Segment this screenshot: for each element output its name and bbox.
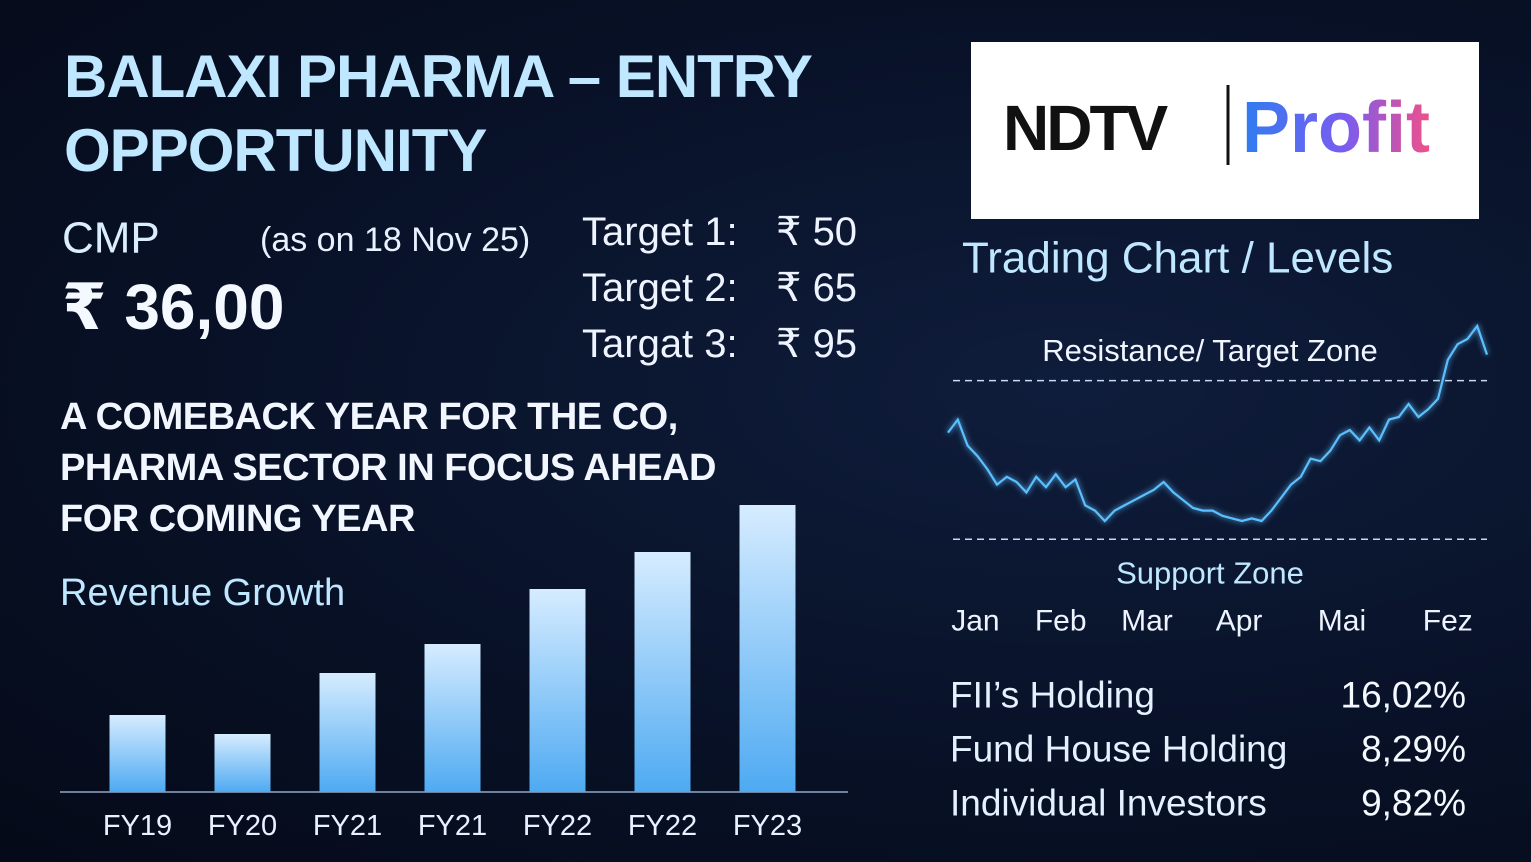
x-tick-label: Mai (1318, 605, 1366, 638)
bar (634, 552, 691, 792)
bar (424, 644, 481, 792)
headline: A COMEBACK YEAR FOR THE CO, PHARMA SECTO… (60, 396, 716, 540)
bar (529, 589, 586, 792)
holding-label: Individual Investors (950, 783, 1267, 824)
x-tick-label: Feb (1035, 605, 1087, 638)
x-tick-label: FY22 (628, 810, 697, 842)
level-label: Support Zone (1116, 556, 1304, 591)
x-tick-label: FY21 (418, 810, 487, 842)
holding-label: FII’s Holding (950, 675, 1155, 716)
bar (739, 505, 796, 792)
x-tick-label: Fez (1423, 605, 1473, 638)
target-label: Target 2: (582, 266, 738, 310)
holding-value: 9,82% (1361, 783, 1466, 824)
title: BALAXI PHARMA – ENTRY OPPORTUNITY (64, 43, 812, 184)
x-tick-label: FY23 (733, 810, 802, 842)
target-value: ₹ 50 (776, 210, 857, 254)
bar (319, 673, 376, 792)
x-tick-label: Apr (1216, 605, 1263, 638)
x-tick-label: Jan (951, 605, 999, 638)
chart-title: Trading Chart / Levels (962, 234, 1393, 283)
price-line (947, 323, 1489, 523)
x-tick-label: FY20 (208, 810, 277, 842)
cmp-date: (as on 18 Nov 25) (260, 221, 530, 259)
x-tick-label: FY22 (523, 810, 592, 842)
holding-value: 16,02% (1341, 675, 1467, 716)
cmp-value: ₹ 36,00 (62, 271, 284, 343)
x-tick-label: FY21 (313, 810, 382, 842)
holding-value: 8,29% (1361, 729, 1466, 770)
target-label: Targat 3: (582, 322, 738, 366)
x-tick-label: Mar (1121, 605, 1173, 638)
logo-product: Profit (1242, 88, 1430, 168)
target-value: ₹ 95 (776, 322, 857, 366)
chart-title: Revenue Growth (60, 572, 345, 614)
holding-label: Fund House Holding (950, 729, 1287, 770)
bar (214, 734, 271, 792)
x-tick-label: FY19 (103, 810, 172, 842)
logo-brand: NDTV (1003, 92, 1169, 164)
logo-box (971, 42, 1479, 219)
level-label: Resistance/ Target Zone (1042, 333, 1377, 368)
bar (109, 715, 166, 792)
target-value: ₹ 65 (776, 266, 857, 310)
target-label: Target 1: (582, 210, 738, 254)
cmp-label: CMP (62, 214, 160, 263)
